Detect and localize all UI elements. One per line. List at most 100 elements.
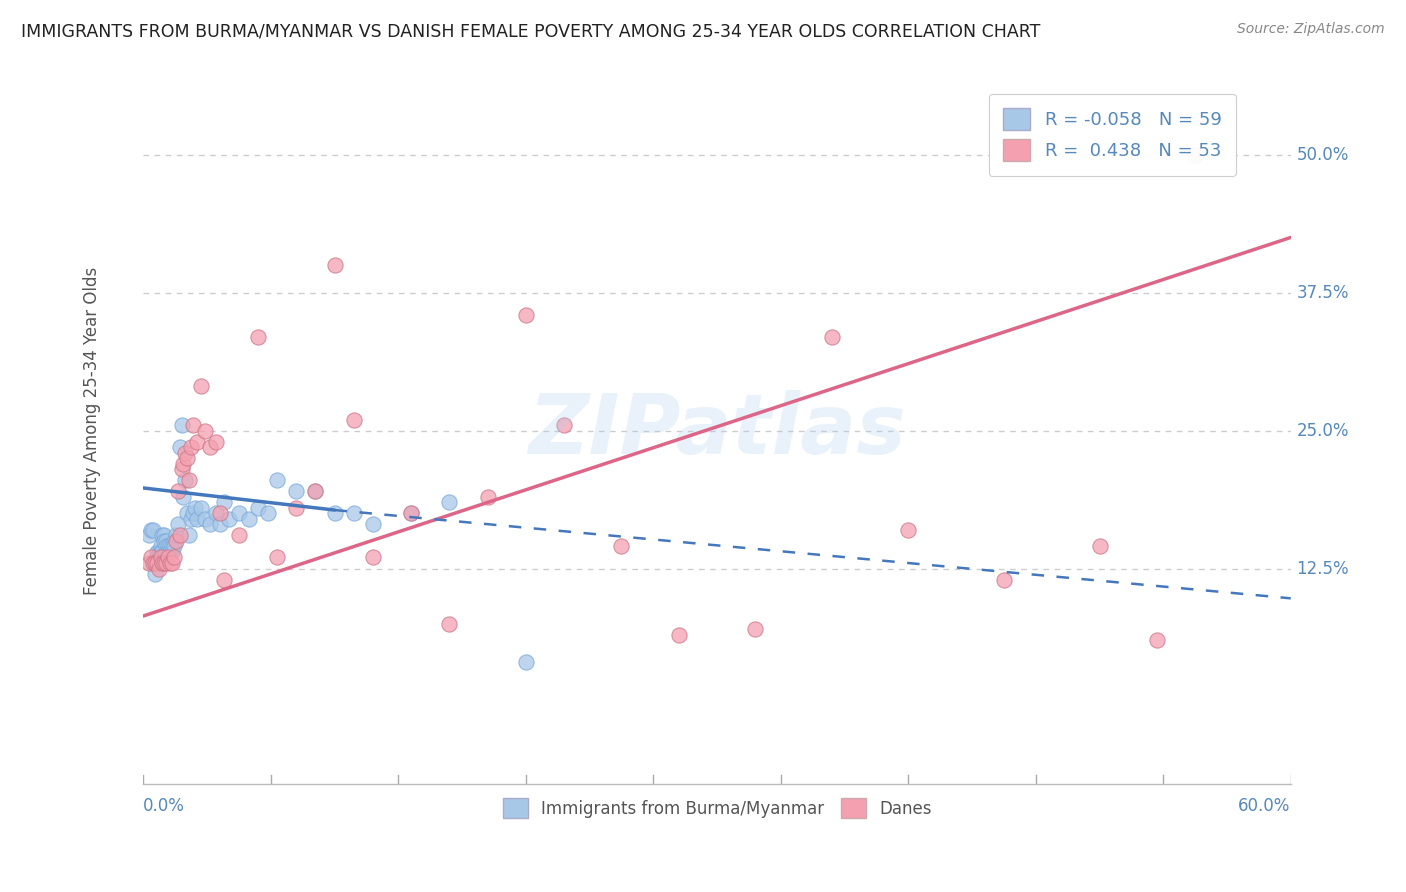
Text: 50.0%: 50.0% <box>1296 145 1348 164</box>
Point <box>155 545 177 559</box>
Point <box>163 550 186 565</box>
Text: Source: ZipAtlas.com: Source: ZipAtlas.com <box>1237 22 1385 37</box>
Point <box>266 473 288 487</box>
Text: Female Poverty Among 25-34 Year Olds: Female Poverty Among 25-34 Year Olds <box>83 267 101 595</box>
Point <box>205 434 228 449</box>
Point <box>157 545 180 559</box>
Point <box>153 556 176 570</box>
Point <box>160 545 183 559</box>
Point <box>343 412 366 426</box>
Point <box>153 528 176 542</box>
Point <box>165 528 187 542</box>
Point <box>238 512 260 526</box>
Point <box>515 308 537 322</box>
Point <box>148 550 170 565</box>
Point <box>361 517 384 532</box>
Point <box>176 451 198 466</box>
Point <box>361 550 384 565</box>
Point <box>173 490 195 504</box>
Point <box>159 540 181 554</box>
Point <box>186 512 208 526</box>
Text: 60.0%: 60.0% <box>1239 797 1291 815</box>
Point <box>181 418 204 433</box>
Point <box>256 507 278 521</box>
Point <box>165 533 187 548</box>
Point <box>304 484 326 499</box>
Point <box>157 550 180 565</box>
Point <box>176 507 198 521</box>
Point <box>668 628 690 642</box>
Point <box>166 484 188 499</box>
Point <box>553 418 575 433</box>
Point <box>228 528 250 542</box>
Point <box>515 656 537 670</box>
Point <box>145 550 167 565</box>
Point <box>285 484 308 499</box>
Point <box>174 445 197 459</box>
Point <box>170 418 193 433</box>
Point <box>149 540 172 554</box>
Point <box>169 528 191 542</box>
Point <box>304 484 326 499</box>
Point <box>152 545 174 559</box>
Point <box>148 561 170 575</box>
Point <box>160 540 183 554</box>
Point <box>180 512 202 526</box>
Point <box>173 457 195 471</box>
Point <box>179 473 201 487</box>
Point <box>139 550 162 565</box>
Point <box>193 424 215 438</box>
Point <box>149 545 172 559</box>
Point <box>184 500 207 515</box>
Point <box>139 523 162 537</box>
Point <box>145 556 167 570</box>
Point <box>821 330 844 344</box>
Point <box>323 258 346 272</box>
Point <box>181 507 204 521</box>
Point <box>145 545 167 559</box>
Point <box>155 533 177 548</box>
Text: ZIPatlas: ZIPatlas <box>529 390 905 471</box>
Point <box>228 507 250 521</box>
Point <box>212 573 235 587</box>
Point <box>343 507 366 521</box>
Text: 25.0%: 25.0% <box>1296 422 1348 440</box>
Point <box>1184 147 1206 161</box>
Point <box>247 330 270 344</box>
Point <box>142 523 165 537</box>
Point <box>247 500 270 515</box>
Point <box>285 500 308 515</box>
Point <box>149 550 172 565</box>
Point <box>897 523 920 537</box>
Point <box>169 440 191 454</box>
Point <box>152 528 174 542</box>
Point <box>399 507 422 521</box>
Point <box>160 556 183 570</box>
Point <box>180 440 202 454</box>
Point <box>155 540 177 554</box>
Point <box>142 556 165 570</box>
Point <box>138 528 160 542</box>
Point <box>153 533 176 548</box>
Point <box>399 507 422 521</box>
Point <box>190 500 212 515</box>
Point <box>193 512 215 526</box>
Text: 37.5%: 37.5% <box>1296 284 1348 301</box>
Point <box>152 550 174 565</box>
Point <box>610 540 633 554</box>
Point <box>205 507 228 521</box>
Point <box>159 556 181 570</box>
Point <box>439 616 461 631</box>
Point <box>212 495 235 509</box>
Point <box>138 556 160 570</box>
Point <box>200 517 222 532</box>
Point <box>163 533 186 548</box>
Point <box>155 556 177 570</box>
Point <box>993 573 1015 587</box>
Point <box>1088 540 1111 554</box>
Point <box>170 462 193 476</box>
Point <box>143 556 166 570</box>
Point <box>143 567 166 582</box>
Point <box>477 490 499 504</box>
Point <box>166 517 188 532</box>
